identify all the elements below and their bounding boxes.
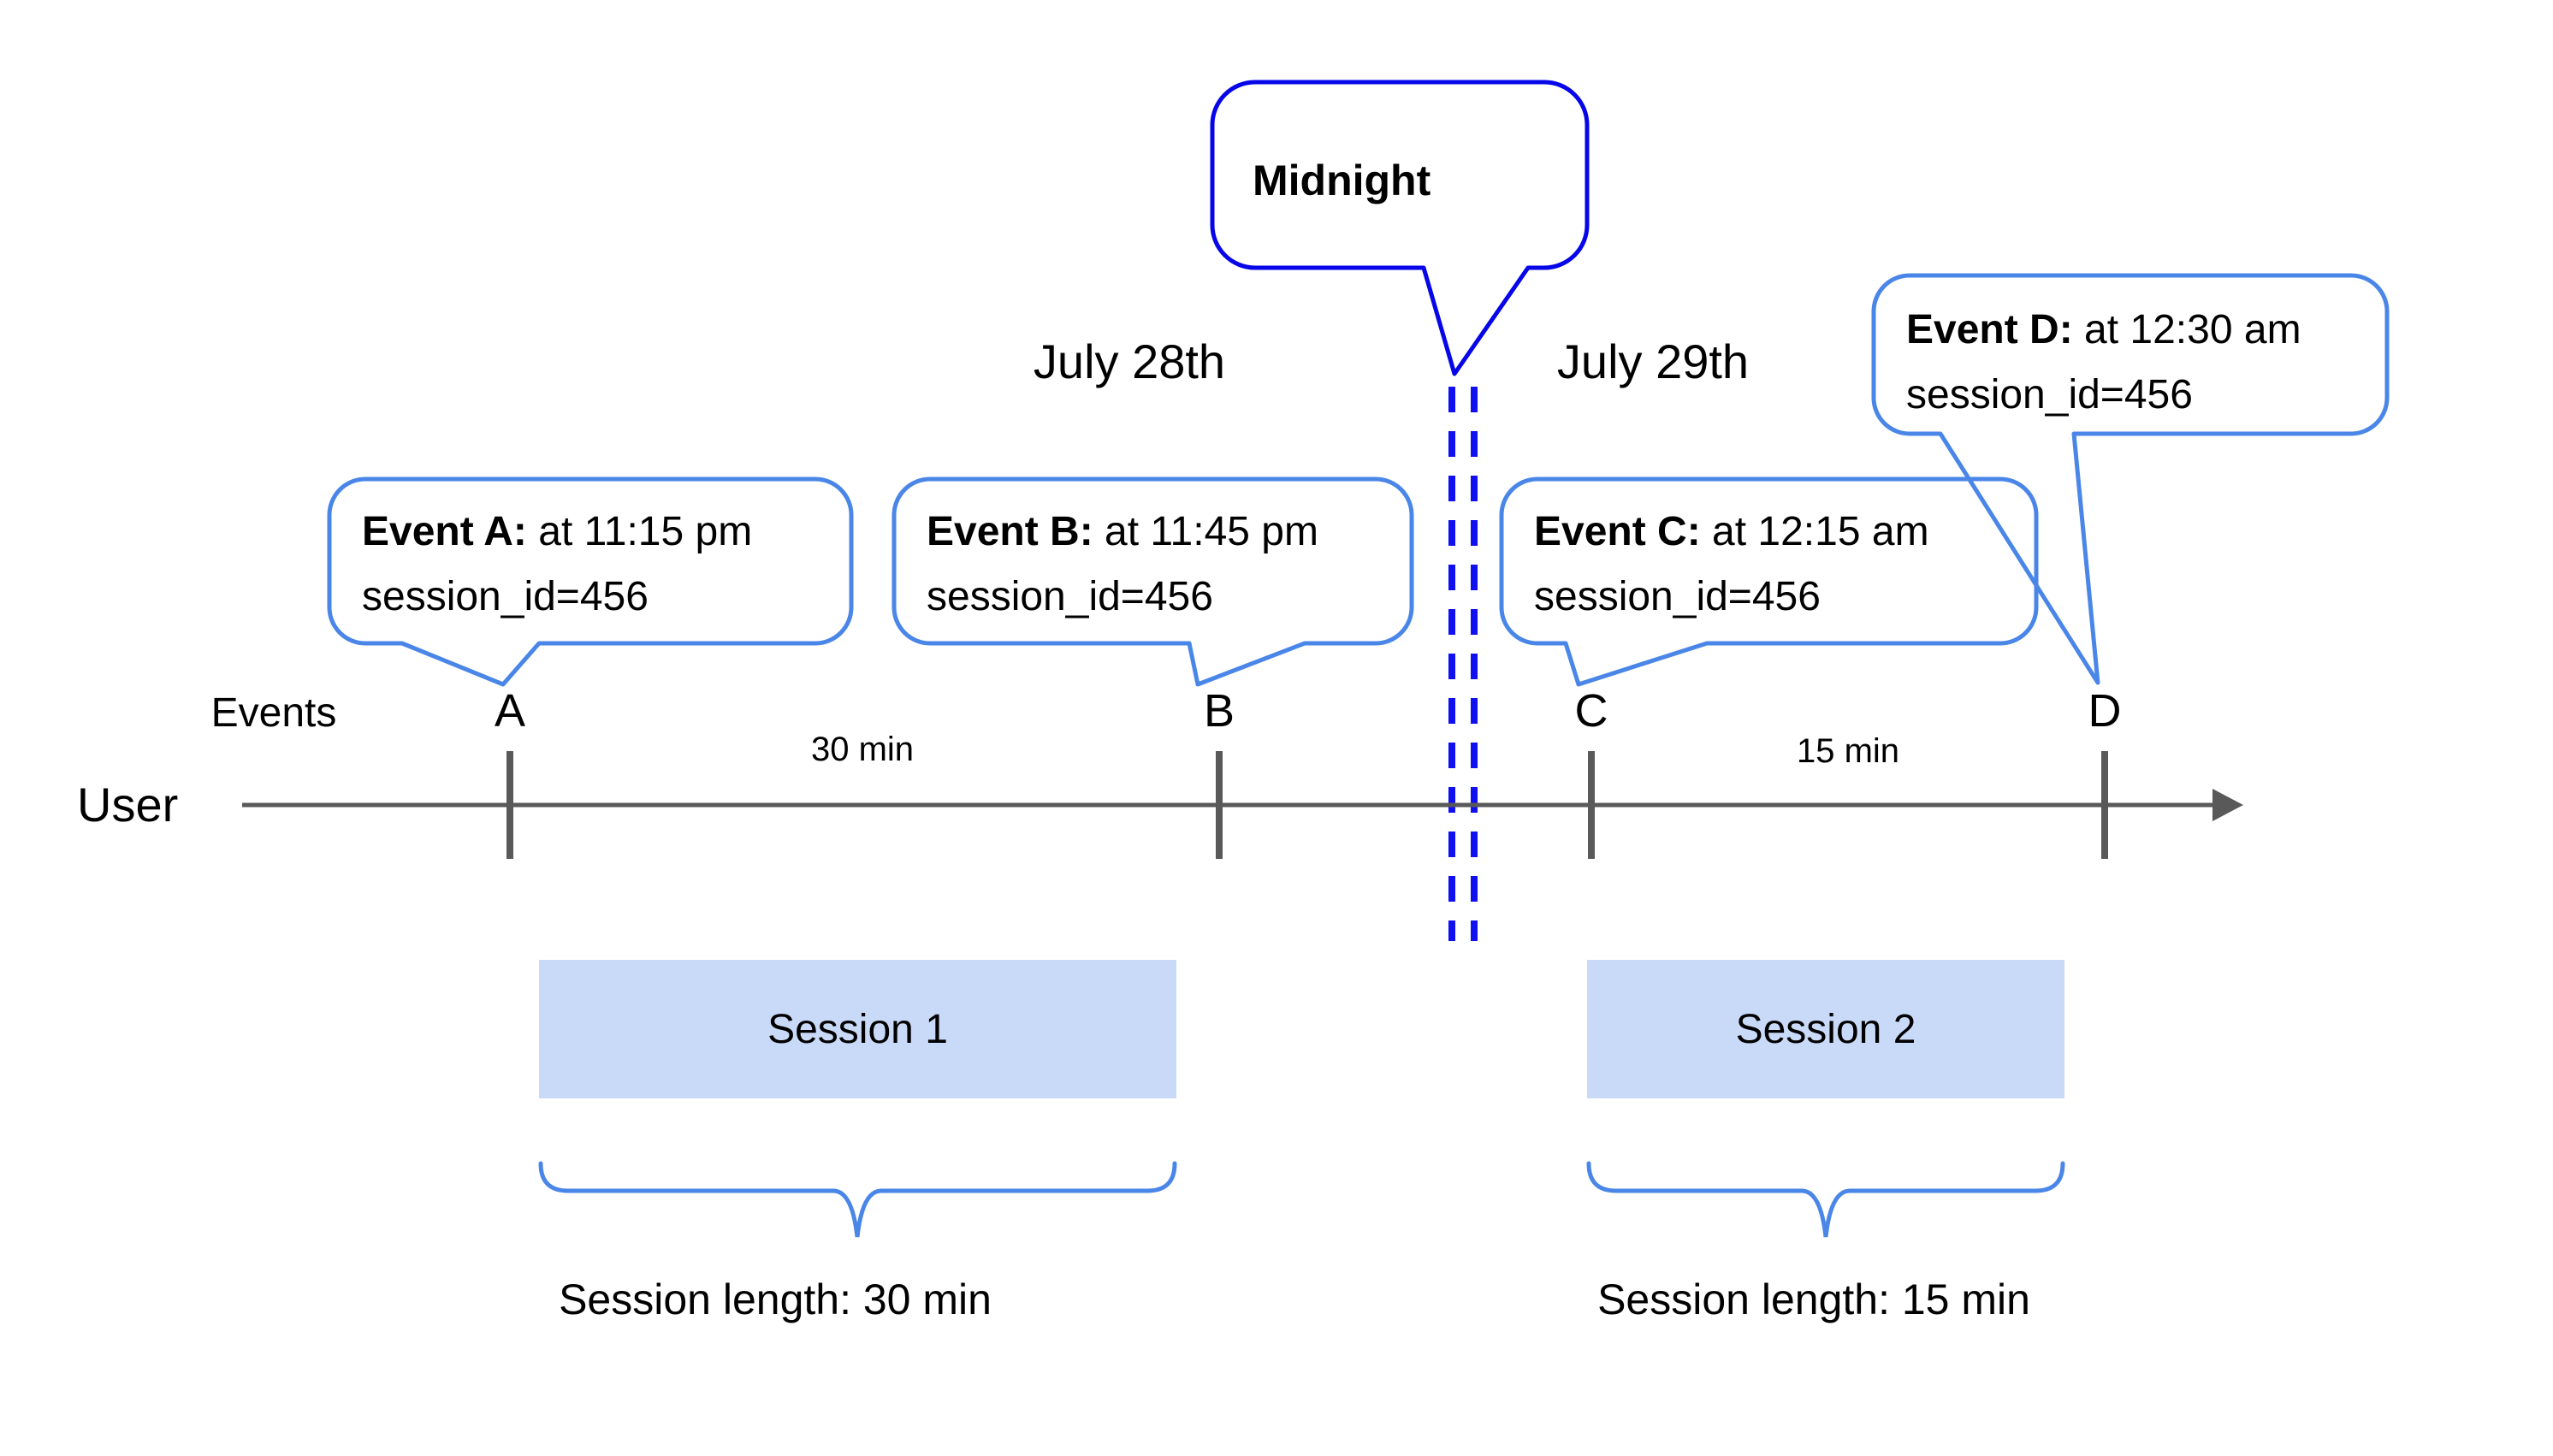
session-1-box: Session 1 (539, 960, 1176, 1098)
session-1-length-label: Session length: 30 min (559, 1275, 992, 1323)
interval-30min-label: 30 min (810, 731, 915, 768)
session-1-brace (538, 1161, 1177, 1238)
event-a-callout-bubble (327, 476, 854, 687)
date-july-29: July 29th (1556, 334, 1750, 388)
event-a-callout-text: Event A: at 11:15 pm session_id=456 (362, 500, 752, 630)
event-c-callout-bubble (1499, 476, 2039, 687)
tick-letter-b: B (1203, 685, 1235, 737)
date-july-28: July 28th (1033, 334, 1226, 388)
event-a-callout-line1: Event A: at 11:15 pm (362, 509, 753, 554)
session-2-brace (1586, 1161, 2065, 1238)
events-axis-label: Events (210, 690, 337, 736)
event-c-callout-line2: session_id=456 (1534, 574, 1821, 619)
user-axis-label: User (77, 778, 179, 832)
interval-15min-label: 15 min (1796, 732, 1900, 770)
midnight-label: Midnight (1253, 157, 1431, 204)
event-d-callout-bubble (1871, 273, 2390, 685)
session-1-label: Session 1 (767, 1006, 948, 1052)
event-d-callout-text: Event D: at 12:30 am session_id=456 (1906, 298, 2301, 428)
event-d-callout-line2: session_id=456 (1906, 372, 2193, 417)
event-d-callout-line1: Event D: at 12:30 am (1906, 307, 2301, 352)
event-b-callout-line2: session_id=456 (927, 574, 1213, 619)
midnight-callout-bubble (1210, 80, 1590, 376)
tick-letter-a: A (494, 685, 526, 737)
session-2-box: Session 2 (1587, 960, 2064, 1098)
session-2-label: Session 2 (1735, 1006, 1916, 1052)
tick-letter-c: C (1574, 685, 1608, 737)
event-c-callout-line1: Event C: at 12:15 am (1534, 509, 1929, 554)
session-2-length-label: Session length: 15 min (1597, 1275, 2030, 1323)
event-c-callout-text: Event C: at 12:15 am session_id=456 (1534, 500, 1929, 630)
event-b-callout-bubble (891, 476, 1414, 687)
timeline-arrowhead-icon (2212, 789, 2243, 821)
event-a-callout-line2: session_id=456 (362, 574, 649, 619)
event-b-callout-line1: Event B: at 11:45 pm (927, 509, 1318, 554)
event-b-callout-text: Event B: at 11:45 pm session_id=456 (927, 500, 1318, 630)
tick-letter-d: D (2088, 685, 2122, 737)
